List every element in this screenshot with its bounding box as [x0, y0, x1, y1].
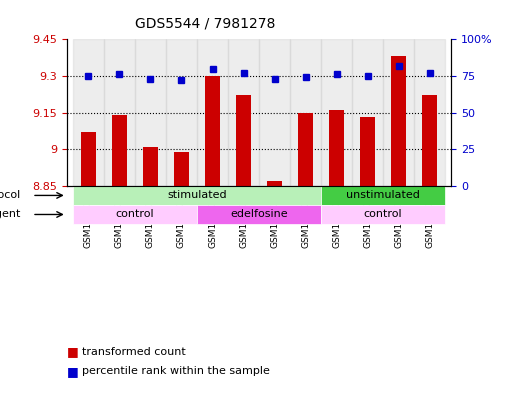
Bar	[321, 186, 445, 205]
Text: stimulated: stimulated	[167, 191, 227, 200]
Bar	[329, 110, 344, 186]
Bar	[205, 76, 220, 186]
Text: edelfosine: edelfosine	[230, 209, 288, 219]
Bar	[267, 181, 282, 186]
Text: ■: ■	[67, 365, 78, 378]
Text: transformed count: transformed count	[82, 347, 186, 357]
Bar	[73, 205, 197, 224]
Text: control: control	[364, 209, 403, 219]
Bar	[298, 113, 313, 186]
Bar	[321, 205, 445, 224]
Bar	[197, 205, 321, 224]
Bar	[135, 39, 166, 186]
Bar	[104, 39, 135, 186]
Bar	[73, 39, 104, 186]
Text: control: control	[115, 209, 154, 219]
Bar	[422, 95, 438, 186]
Bar	[228, 39, 259, 186]
Text: agent: agent	[0, 209, 21, 219]
Bar	[290, 39, 321, 186]
Bar	[259, 39, 290, 186]
Bar	[166, 39, 197, 186]
Text: GDS5544 / 7981278: GDS5544 / 7981278	[135, 17, 275, 31]
Bar	[352, 39, 383, 186]
Bar	[360, 118, 376, 186]
Bar	[143, 147, 158, 186]
Bar	[174, 152, 189, 186]
Bar	[383, 39, 414, 186]
Bar	[81, 132, 96, 186]
Bar	[236, 95, 251, 186]
Bar	[112, 115, 127, 186]
Bar	[321, 39, 352, 186]
Bar	[73, 186, 321, 205]
Bar	[414, 39, 445, 186]
Bar	[391, 57, 406, 186]
Text: ■: ■	[67, 345, 78, 358]
Bar	[197, 39, 228, 186]
Text: protocol: protocol	[0, 191, 21, 200]
Text: unstimulated: unstimulated	[346, 191, 420, 200]
Text: percentile rank within the sample: percentile rank within the sample	[82, 366, 270, 376]
